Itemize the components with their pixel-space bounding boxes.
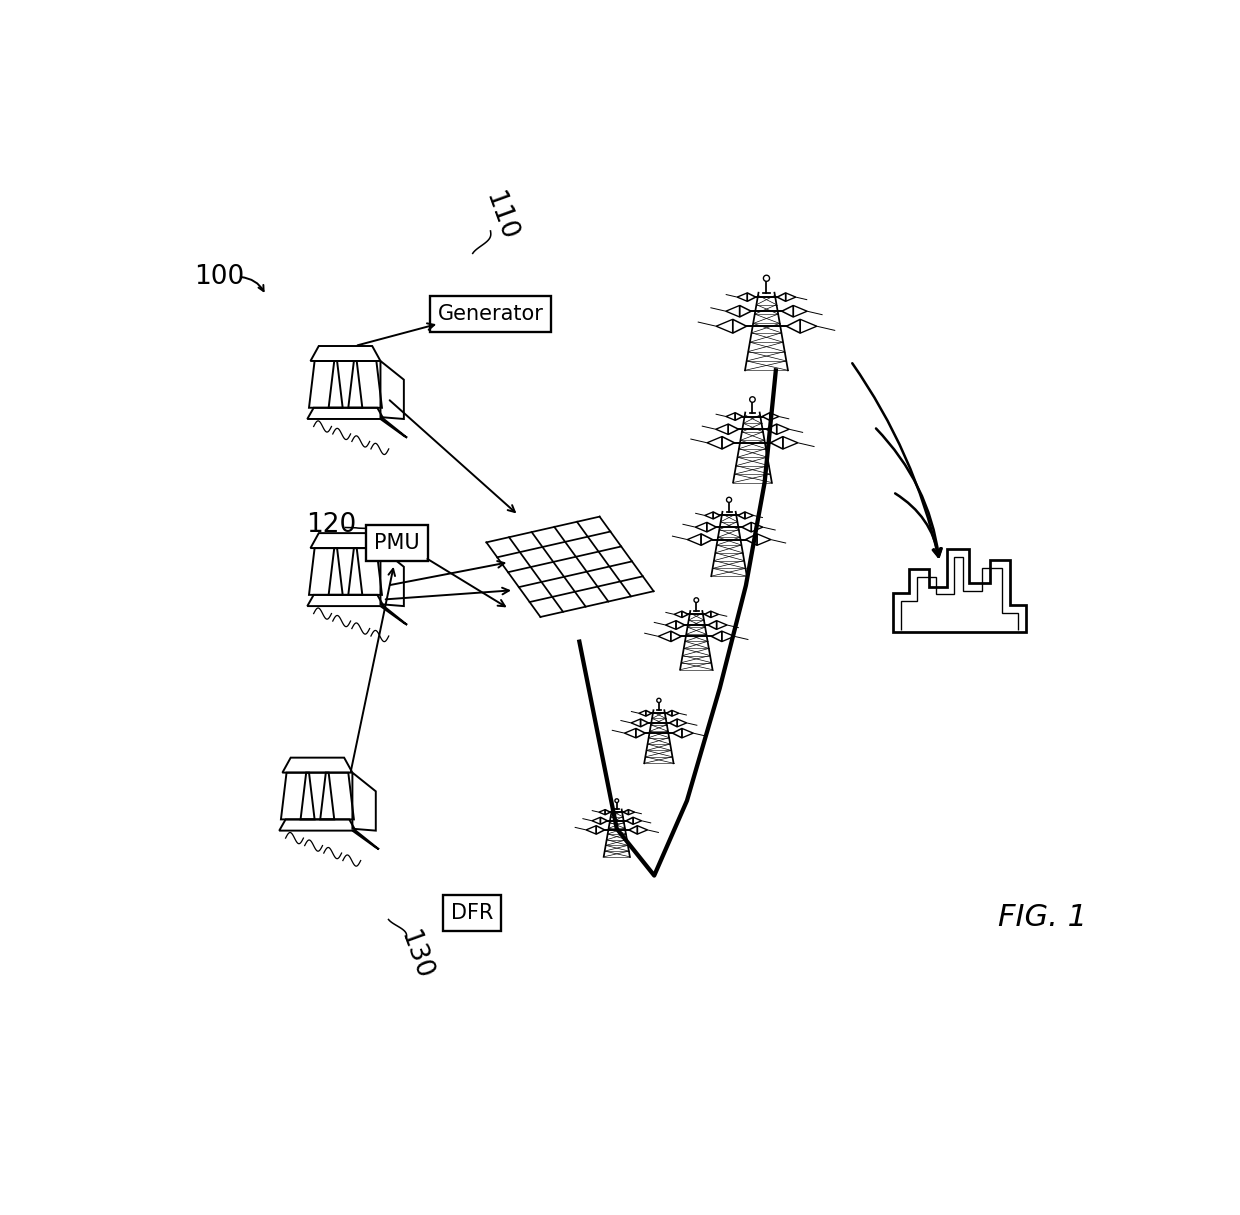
- Text: 130: 130: [394, 927, 436, 983]
- Text: DFR: DFR: [450, 903, 494, 923]
- Text: 100: 100: [193, 264, 244, 289]
- Text: 110: 110: [479, 188, 521, 244]
- Text: PMU: PMU: [374, 533, 420, 553]
- Text: 120: 120: [306, 512, 357, 538]
- Text: Generator: Generator: [438, 304, 543, 324]
- Text: FIG. 1: FIG. 1: [998, 903, 1087, 932]
